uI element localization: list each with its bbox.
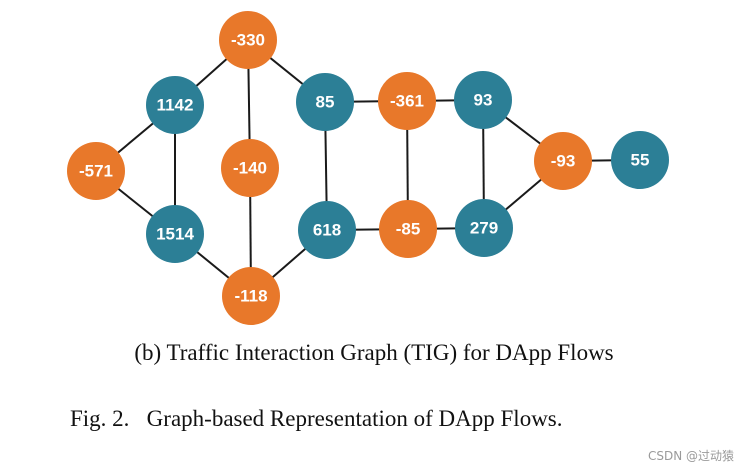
node-label: -118 (234, 287, 267, 306)
subfigure-caption: (b) Traffic Interaction Graph (TIG) for … (134, 340, 614, 365)
node-label: 55 (631, 151, 650, 170)
node-label: 1142 (157, 96, 194, 115)
negative-node-circle (221, 139, 279, 197)
graph-node: 279 (455, 199, 513, 257)
node-label: -93 (551, 152, 576, 171)
negative-node-circle (67, 142, 125, 200)
graph-node: -85 (379, 200, 437, 258)
graph-node: -140 (221, 139, 279, 197)
positive-node-circle (296, 73, 354, 131)
node-label: 279 (470, 219, 498, 238)
node-label: 93 (474, 91, 493, 110)
positive-node-circle (611, 131, 669, 189)
node-label: 618 (313, 221, 341, 240)
negative-node-circle (222, 267, 280, 325)
traffic-interaction-graph: -330 1142 85 -361 93 -571 -140 -93 55 1514 618 -85 2… (67, 11, 669, 325)
negative-node-circle (379, 200, 437, 258)
node-label: -361 (390, 92, 424, 111)
negative-node-circle (378, 72, 436, 130)
graph-node: -330 (219, 11, 277, 69)
graph-node: 1142 (146, 76, 204, 134)
positive-node-circle (298, 201, 356, 259)
graph-node: 55 (611, 131, 669, 189)
graph-node: 1514 (146, 205, 204, 263)
graph-node: -361 (378, 72, 436, 130)
node-label: -571 (79, 162, 113, 181)
positive-node-circle (146, 205, 204, 263)
node-label: -85 (396, 220, 421, 239)
node-label: -330 (231, 31, 265, 50)
negative-node-circle (219, 11, 277, 69)
node-label: 1514 (156, 225, 194, 244)
figure-caption: Fig. 2. Graph-based Representation of DA… (70, 406, 563, 431)
graph-node: -93 (534, 132, 592, 190)
watermark: CSDN @过动猿 (647, 449, 734, 463)
positive-node-circle (454, 71, 512, 129)
positive-node-circle (146, 76, 204, 134)
graph-node: -118 (222, 267, 280, 325)
graph-node: -571 (67, 142, 125, 200)
nodes-layer: -330 1142 85 -361 93 -571 -140 -93 55 1514 618 -85 2… (67, 11, 669, 325)
node-label: -140 (233, 159, 267, 178)
node-label: 85 (316, 93, 335, 112)
graph-node: 618 (298, 201, 356, 259)
positive-node-circle (455, 199, 513, 257)
graph-node: 93 (454, 71, 512, 129)
graph-node: 85 (296, 73, 354, 131)
negative-node-circle (534, 132, 592, 190)
